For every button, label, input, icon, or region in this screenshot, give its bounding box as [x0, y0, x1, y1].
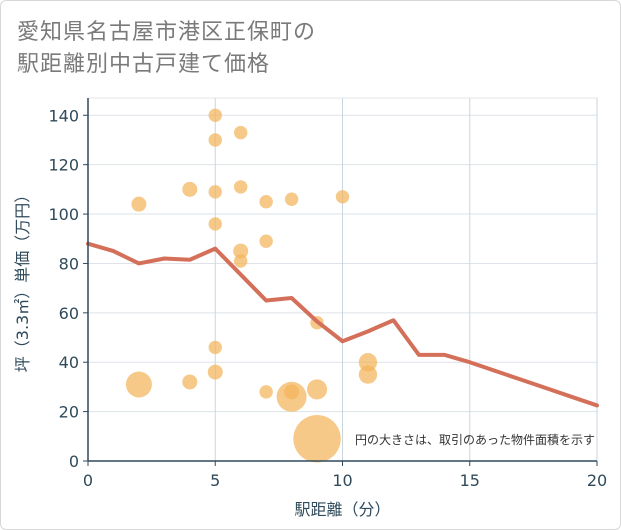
- bubble-4: [208, 108, 222, 122]
- bubble-8: [208, 340, 222, 355]
- chart-title: 愛知県名古屋市港区正保町の 駅距離別中古戸建て価格: [17, 17, 316, 81]
- bubble-23: [335, 190, 350, 204]
- y-tick-label-120: 120: [48, 156, 79, 175]
- y-tick-label-100: 100: [48, 205, 79, 224]
- tick-labels: 0 20 40 60 80 100 120 140 0 5 10 15 20: [48, 106, 607, 490]
- bubble-16: [259, 385, 273, 399]
- x-tick-label-5: 5: [210, 471, 220, 490]
- bubble-9: [207, 364, 223, 380]
- bubble-19: [284, 384, 300, 400]
- y-tick-label-60: 60: [59, 304, 79, 323]
- x-tick-label-15: 15: [460, 471, 480, 490]
- bubble-14: [259, 195, 273, 209]
- grid: [87, 97, 598, 462]
- x-axis-title: 駅距離（分）: [294, 500, 390, 519]
- bubble-layer: [125, 108, 378, 463]
- chart-title-line1: 愛知県名古屋市港区正保町の: [17, 20, 317, 45]
- x-tick-label-0: 0: [83, 471, 93, 490]
- bubble-1: [125, 371, 152, 398]
- y-tick-label-20: 20: [59, 403, 79, 422]
- chart-annotation: 円の大きさは、取引のあった物件面積を示す: [355, 432, 595, 447]
- x-tick-label-20: 20: [587, 471, 607, 490]
- bubble-21: [306, 379, 328, 400]
- bubble-2: [182, 181, 198, 197]
- bubble-15: [259, 234, 273, 248]
- bubble-22: [293, 415, 341, 463]
- bubble-6: [208, 185, 222, 199]
- bubble-3: [182, 374, 198, 390]
- bubble-0: [131, 196, 147, 212]
- bubble-13: [233, 254, 248, 268]
- y-tick-label-40: 40: [59, 353, 79, 372]
- bubble-12: [233, 243, 249, 259]
- y-tick-label-140: 140: [48, 106, 79, 125]
- x-tick-label-10: 10: [332, 471, 352, 490]
- bubble-5: [208, 133, 222, 147]
- bubble-17: [284, 192, 299, 206]
- y-tick-label-80: 80: [59, 254, 79, 273]
- bubble-7: [208, 217, 222, 231]
- y-tick-label-0: 0: [69, 452, 79, 471]
- bubble-10: [233, 125, 248, 140]
- bubble-11: [233, 180, 248, 194]
- bubble-25: [358, 365, 378, 384]
- y-axis-title: 坪（3.3㎡）単価（万円）: [13, 187, 32, 372]
- trend-line-layer: [86, 241, 599, 408]
- chart-title-line2: 駅距離別中古戸建て価格: [17, 52, 271, 77]
- trend-line: [86, 241, 599, 408]
